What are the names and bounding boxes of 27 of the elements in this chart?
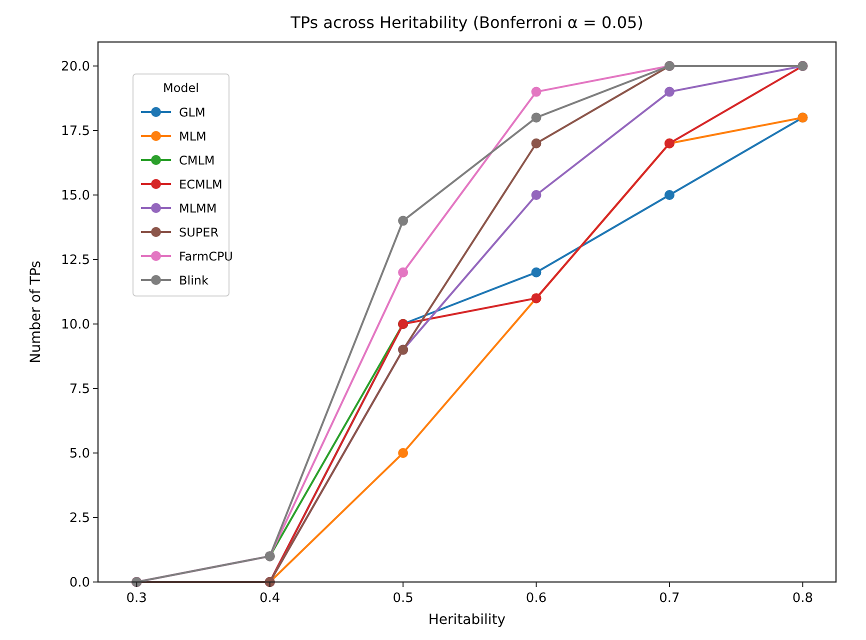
y-tick-label: 2.5 [69,511,90,526]
y-tick-label: 20.0 [61,59,90,74]
legend-label: CMLM [179,154,215,168]
y-tick-label: 7.5 [69,382,90,397]
chart-title: TPs across Heritability (Bonferroni α = 0.05) [290,13,644,32]
x-tick-label: 0.4 [260,591,280,606]
y-axis-title: Number of TPs [28,260,44,364]
x-tick-label: 0.3 [126,591,147,606]
y-tick-label: 15.0 [61,188,90,204]
legend-title: Model [162,81,200,95]
y-tick-label: 12.5 [61,252,90,268]
legend-label: SUPER [179,226,219,240]
x-tick-label: 0.6 [526,591,547,606]
legend-label: Blink [179,274,209,288]
x-tick-label: 0.7 [659,591,680,606]
x-axis-title: Heritability [428,612,506,628]
y-tick-label: 5.0 [69,446,90,462]
legend-label: ECMLM [179,178,222,192]
y-tick-label: 10.0 [61,317,90,332]
legend-label: FarmCPU [179,250,233,264]
x-tick-label: 0.8 [792,591,814,606]
y-tick-label: 0.0 [69,576,90,590]
legend-label: GLM [179,106,206,120]
legend-label: MLMM [179,202,217,216]
y-tick-label: 17.5 [61,124,90,139]
legend-label: MLM [179,130,206,144]
x-tick-label: 0.5 [392,591,414,606]
